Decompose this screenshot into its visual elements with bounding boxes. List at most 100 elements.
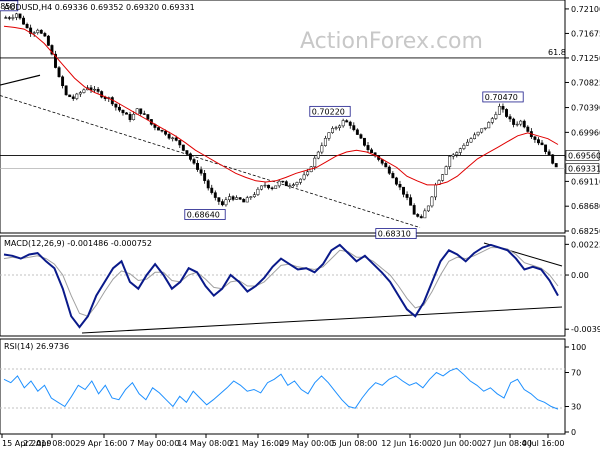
candle-body	[242, 199, 246, 203]
rsi-y-axis: 100 70 30 0	[565, 343, 586, 437]
candle-body	[473, 134, 476, 139]
rsi-line	[3, 367, 559, 410]
candle-body	[132, 113, 136, 120]
candle-body	[206, 180, 210, 189]
candle-body	[334, 127, 338, 129]
candle-body	[469, 138, 473, 143]
x-tick-label: 20 Jun 00:00	[431, 439, 482, 448]
candle-body	[416, 214, 420, 217]
candle-body	[29, 27, 33, 34]
candle-body	[313, 157, 317, 168]
candle-body	[363, 137, 366, 146]
candle-body	[245, 197, 249, 203]
candle-body	[171, 137, 175, 139]
candle-body	[281, 180, 285, 183]
candle-body	[57, 67, 61, 78]
candle-body	[430, 196, 434, 207]
candle-body	[263, 184, 267, 187]
axis-price-box	[565, 150, 600, 161]
candle-body	[373, 152, 377, 157]
candle-body	[508, 116, 512, 120]
candle-body	[327, 132, 331, 139]
candle-body	[405, 194, 409, 198]
candle-body	[494, 114, 498, 119]
candle-body	[18, 13, 22, 19]
candle-body	[50, 45, 54, 55]
candle-body	[444, 166, 448, 175]
candle-body	[480, 128, 484, 133]
candle-body	[316, 151, 320, 159]
candle-body	[270, 187, 274, 189]
macd-y-tick-label: -0.00395	[571, 325, 600, 334]
candle-body	[554, 163, 558, 168]
candle-body	[157, 127, 160, 131]
candle-body	[213, 192, 217, 198]
candle-body	[4, 17, 8, 19]
candle-body	[146, 114, 150, 120]
candle-body	[419, 216, 423, 219]
candle-body	[512, 118, 516, 125]
candle-body	[32, 32, 36, 34]
candle-body	[412, 205, 416, 215]
candle-body	[359, 134, 363, 139]
candle-body	[284, 181, 288, 187]
candle-body	[78, 92, 82, 95]
candle-body	[188, 153, 192, 160]
macd-line	[3, 243, 559, 329]
x-tick-label: 22 Apr 08:00	[23, 439, 75, 448]
candle-body	[139, 108, 143, 114]
candle-body	[423, 210, 427, 219]
candle-body	[22, 17, 25, 25]
candle-body	[448, 156, 452, 167]
candle-body	[82, 89, 86, 93]
fib-level-label: 61.8	[548, 48, 566, 57]
candle-body	[483, 127, 487, 130]
candle-body	[331, 128, 334, 133]
moving-average-line	[3, 25, 559, 186]
candle-body	[533, 136, 537, 140]
candle-body	[114, 103, 118, 108]
macd-signal-line	[3, 247, 559, 317]
candle-body	[323, 138, 327, 146]
candle-body	[199, 169, 203, 174]
candle-body	[249, 196, 253, 198]
candle-body	[515, 123, 519, 126]
candle-body	[391, 173, 395, 179]
candle-body	[228, 196, 231, 201]
candle-body	[75, 93, 79, 99]
candle-body	[43, 33, 47, 37]
candle-body	[299, 178, 302, 183]
descending-trendline	[0, 95, 421, 228]
candle-body	[458, 148, 462, 153]
candle-body	[256, 188, 260, 195]
candle-body	[174, 137, 178, 141]
candle-body	[320, 145, 324, 153]
candle-body	[125, 112, 128, 115]
x-tick-label: 4 Jul 16:00	[522, 439, 565, 448]
price-title: AUDUSD,H4 0.69336 0.69352 0.69320 0.6933…	[4, 3, 195, 12]
macd-y-tick-label: 0.002237	[571, 240, 600, 249]
candle-body	[11, 17, 15, 19]
candle-body	[238, 197, 242, 200]
candle-body	[348, 121, 352, 126]
macd-trendline-lower	[81, 306, 563, 334]
macd-y-axis: 0.002237 0.00 -0.00395	[565, 240, 600, 334]
x-tick-label: 7 May 00:00	[130, 439, 180, 448]
price-annotation-box	[309, 105, 351, 117]
axis-price-label: 0.69331	[568, 165, 600, 174]
price-panel-frame	[0, 0, 566, 234]
candle-body	[210, 187, 214, 193]
x-tick-label: 14 May 08:00	[177, 439, 232, 448]
candle-body	[277, 180, 281, 187]
watermark: ActionForex.com	[300, 29, 483, 54]
x-tick-label: 29 Apr 16:00	[75, 439, 127, 448]
candle-body	[7, 17, 11, 19]
x-tick-label: 5 Jun 08:00	[332, 439, 378, 448]
candle-body	[231, 196, 235, 200]
candle-body	[217, 197, 221, 202]
